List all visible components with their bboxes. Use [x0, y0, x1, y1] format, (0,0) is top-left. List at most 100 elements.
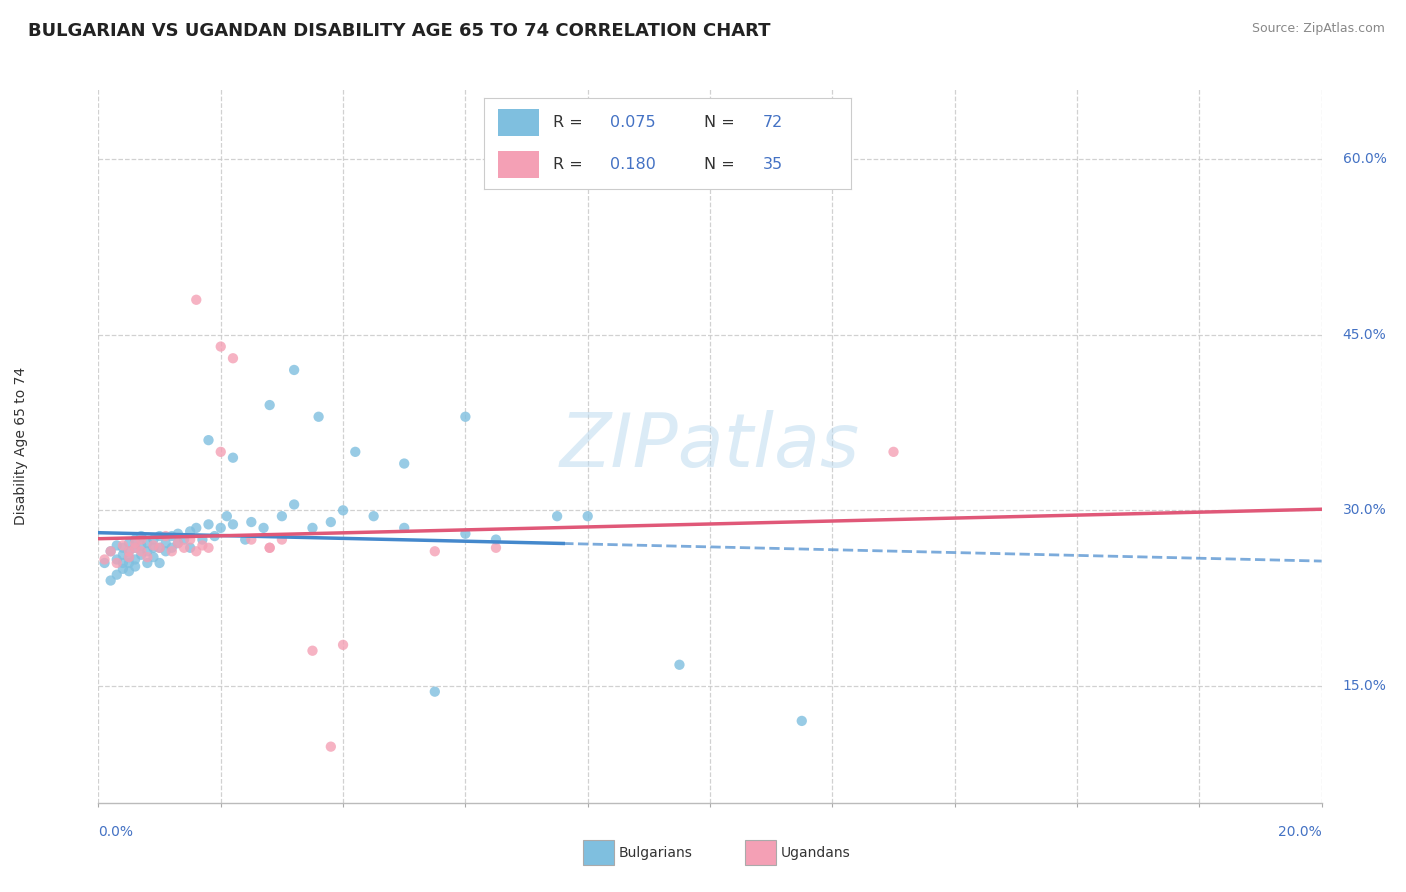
Point	[197, 541, 219, 555]
Point	[319, 739, 342, 754]
Point	[118, 544, 141, 558]
Point	[209, 521, 232, 535]
Point	[118, 536, 141, 550]
Point	[546, 509, 568, 524]
Point	[179, 533, 201, 547]
Point	[392, 521, 416, 535]
Point	[301, 644, 323, 658]
Point	[118, 544, 141, 558]
Point	[129, 544, 152, 558]
Text: BULGARIAN VS UGANDAN DISABILITY AGE 65 TO 74 CORRELATION CHART: BULGARIAN VS UGANDAN DISABILITY AGE 65 T…	[28, 22, 770, 40]
Point	[186, 544, 208, 558]
Point	[252, 521, 274, 535]
Text: 30.0%: 30.0%	[1343, 503, 1386, 517]
Point	[392, 457, 416, 471]
Point	[167, 536, 190, 550]
Point	[105, 556, 128, 570]
Text: 45.0%: 45.0%	[1343, 328, 1386, 342]
Point	[111, 562, 134, 576]
Point	[191, 538, 214, 552]
Text: Disability Age 65 to 74: Disability Age 65 to 74	[14, 367, 28, 525]
Point	[344, 445, 367, 459]
Point	[222, 351, 245, 366]
Point	[270, 533, 292, 547]
Point	[129, 548, 152, 562]
Point	[204, 529, 226, 543]
Point	[124, 533, 146, 547]
Text: 15.0%: 15.0%	[1343, 679, 1386, 693]
Point	[240, 533, 263, 547]
Text: ZIPatlas: ZIPatlas	[560, 410, 860, 482]
Point	[332, 638, 354, 652]
Point	[100, 544, 122, 558]
Point	[485, 533, 508, 547]
Point	[124, 541, 146, 555]
Text: Ugandans: Ugandans	[780, 846, 851, 860]
Point	[179, 524, 201, 539]
Point	[142, 533, 165, 547]
Point	[259, 541, 281, 555]
Point	[118, 550, 141, 565]
Point	[259, 541, 281, 555]
Point	[173, 541, 195, 555]
Point	[136, 556, 159, 570]
Point	[111, 548, 134, 562]
Point	[283, 498, 305, 512]
Point	[105, 538, 128, 552]
Point	[149, 541, 172, 555]
Point	[215, 509, 238, 524]
Point	[173, 533, 195, 547]
Point	[576, 509, 599, 524]
Point	[111, 541, 134, 555]
Point	[129, 538, 152, 552]
Point	[167, 526, 190, 541]
Point	[129, 533, 152, 547]
Point	[160, 529, 183, 543]
Text: 0.0%: 0.0%	[98, 825, 134, 839]
Point	[93, 556, 115, 570]
Point	[186, 293, 208, 307]
Point	[149, 556, 172, 570]
Point	[485, 541, 508, 555]
Point	[105, 552, 128, 566]
Point	[222, 517, 245, 532]
Point	[118, 556, 141, 570]
Point	[118, 550, 141, 565]
Point	[233, 533, 256, 547]
Point	[301, 521, 323, 535]
Point	[668, 657, 690, 672]
Point	[136, 550, 159, 565]
Point	[332, 503, 354, 517]
Point	[160, 544, 183, 558]
Point	[129, 529, 152, 543]
Text: Source: ZipAtlas.com: Source: ZipAtlas.com	[1251, 22, 1385, 36]
Point	[454, 526, 477, 541]
Point	[124, 536, 146, 550]
Point	[105, 567, 128, 582]
Point	[197, 517, 219, 532]
Point	[270, 509, 292, 524]
Text: Bulgarians: Bulgarians	[619, 846, 693, 860]
Point	[319, 515, 342, 529]
Point	[363, 509, 385, 524]
Point	[209, 340, 232, 354]
Point	[142, 538, 165, 552]
Point	[197, 433, 219, 447]
Point	[883, 445, 905, 459]
Point	[136, 536, 159, 550]
Point	[155, 536, 177, 550]
Point	[124, 552, 146, 566]
Point	[149, 529, 172, 543]
Point	[454, 409, 477, 424]
Point	[155, 544, 177, 558]
Point	[222, 450, 245, 465]
Point	[100, 544, 122, 558]
Point	[124, 559, 146, 574]
Point	[100, 574, 122, 588]
Point	[259, 398, 281, 412]
Point	[240, 515, 263, 529]
Point	[179, 541, 201, 555]
Point	[186, 521, 208, 535]
Point	[142, 541, 165, 555]
Point	[111, 556, 134, 570]
